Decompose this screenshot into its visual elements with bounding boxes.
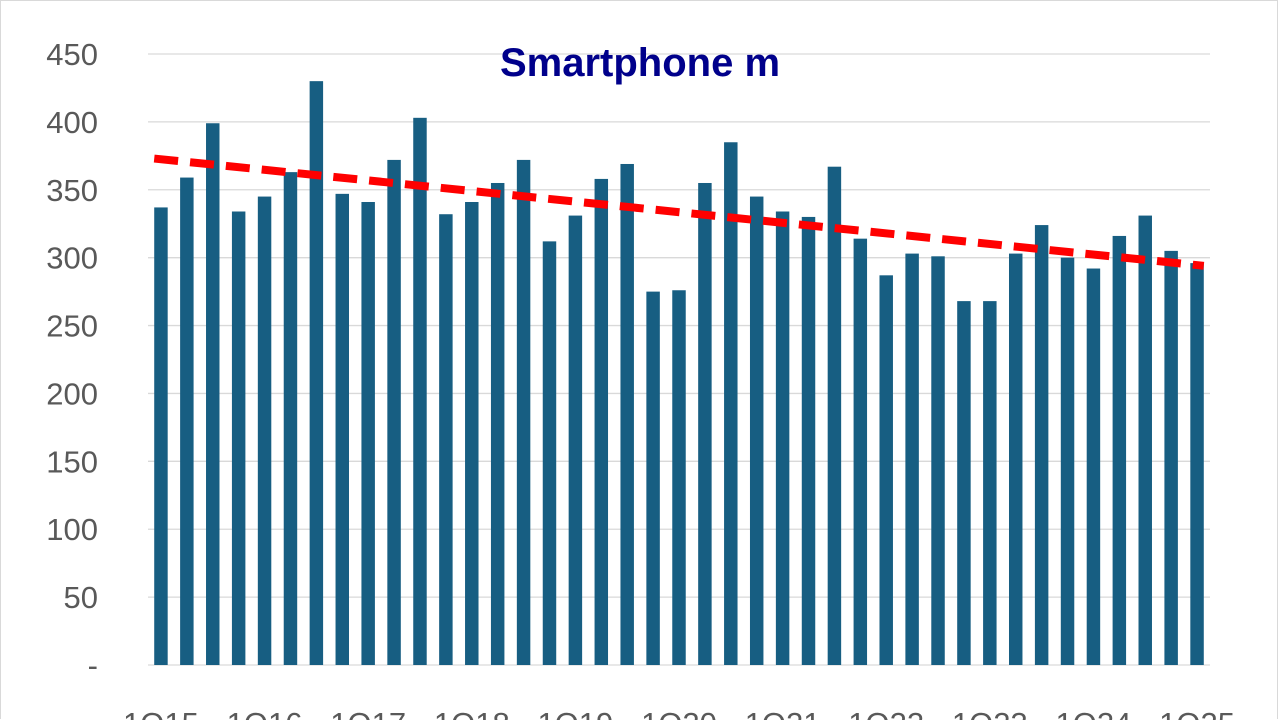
bar-1Q25	[1190, 263, 1204, 665]
bar-2Q17	[387, 159, 401, 665]
bar-3Q20	[724, 142, 738, 665]
bar-2Q15	[180, 177, 194, 665]
x-tick-label: 1Q15	[123, 706, 199, 720]
bar-1Q17	[361, 201, 375, 665]
bar-4Q17	[439, 214, 453, 665]
chart-title: Smartphone m	[500, 41, 780, 85]
bar-4Q18	[542, 241, 557, 665]
x-tick-label: 1Q21	[745, 706, 821, 720]
x-tick-label: 1Q25	[1159, 706, 1235, 720]
y-tick-label: 200	[46, 376, 98, 411]
y-tick-label: 300	[46, 241, 98, 276]
x-tick-label: 1Q18	[434, 706, 510, 720]
y-tick-label: 50	[64, 580, 98, 615]
bars	[154, 81, 1204, 666]
bar-2Q20	[698, 182, 712, 665]
x-axis-ticks: 1Q15 1Q16 1Q17 1Q18 1Q19 1Q20 1Q21 1Q22 1Q23 1Q24…	[123, 706, 1235, 720]
bar-2Q23	[1008, 253, 1023, 666]
bar-1Q16	[257, 196, 272, 666]
x-tick-label: 1Q23	[952, 706, 1028, 720]
bar-2Q21	[801, 216, 816, 665]
bar-4Q16	[335, 193, 350, 665]
bar-3Q19	[620, 163, 634, 666]
trendline-layer	[153, 154, 1205, 270]
bar-4Q21	[853, 238, 868, 665]
bar-3Q23	[1034, 225, 1049, 665]
y-tick-label: 150	[46, 444, 98, 479]
y-axis-ticks: - 50 100 150 200 250 300 350 400 450	[46, 37, 98, 683]
y-tick-label: -	[88, 648, 98, 683]
bar-1Q15	[154, 207, 168, 665]
bar-3Q17	[413, 117, 427, 665]
trendline	[153, 154, 1205, 270]
y-tick-label: 450	[46, 37, 98, 72]
bar-2Q19	[594, 178, 609, 665]
bar-1Q21	[775, 211, 790, 665]
bar-1Q20	[672, 290, 686, 665]
bar-1Q18	[465, 201, 479, 665]
x-tick-label: 1Q17	[330, 706, 406, 720]
y-tick-label: 400	[46, 105, 98, 140]
bar-4Q15	[231, 211, 246, 665]
bar-1Q24	[1086, 268, 1101, 665]
bar-3Q21	[827, 166, 842, 665]
bar-1Q19	[568, 215, 583, 665]
bar-3Q16	[309, 81, 324, 665]
bar-4Q22	[957, 301, 971, 665]
x-tick-label: 1Q20	[641, 706, 717, 720]
bar-4Q23	[1060, 257, 1075, 665]
bar-4Q19	[646, 291, 660, 665]
bar-1Q22	[879, 275, 893, 665]
x-tick-label: 1Q16	[227, 706, 303, 720]
y-tick-label: 100	[46, 512, 98, 547]
bar-2Q16	[283, 172, 298, 666]
bar-3Q24	[1138, 215, 1152, 665]
bar-3Q22	[931, 256, 945, 665]
bar-4Q20	[749, 196, 764, 666]
x-tick-label: 1Q24	[1056, 706, 1132, 720]
bar-2Q18	[490, 182, 505, 665]
bar-3Q18	[516, 159, 531, 665]
y-tick-label: 350	[46, 173, 98, 208]
bar-1Q23	[983, 301, 997, 665]
x-tick-label: 1Q22	[848, 706, 924, 720]
x-tick-label: 1Q19	[537, 706, 613, 720]
bar-3Q15	[206, 123, 220, 666]
bar-4Q24	[1164, 250, 1178, 665]
y-tick-label: 250	[46, 309, 98, 344]
bar-2Q24	[1112, 235, 1127, 666]
bar-2Q22	[905, 253, 919, 666]
